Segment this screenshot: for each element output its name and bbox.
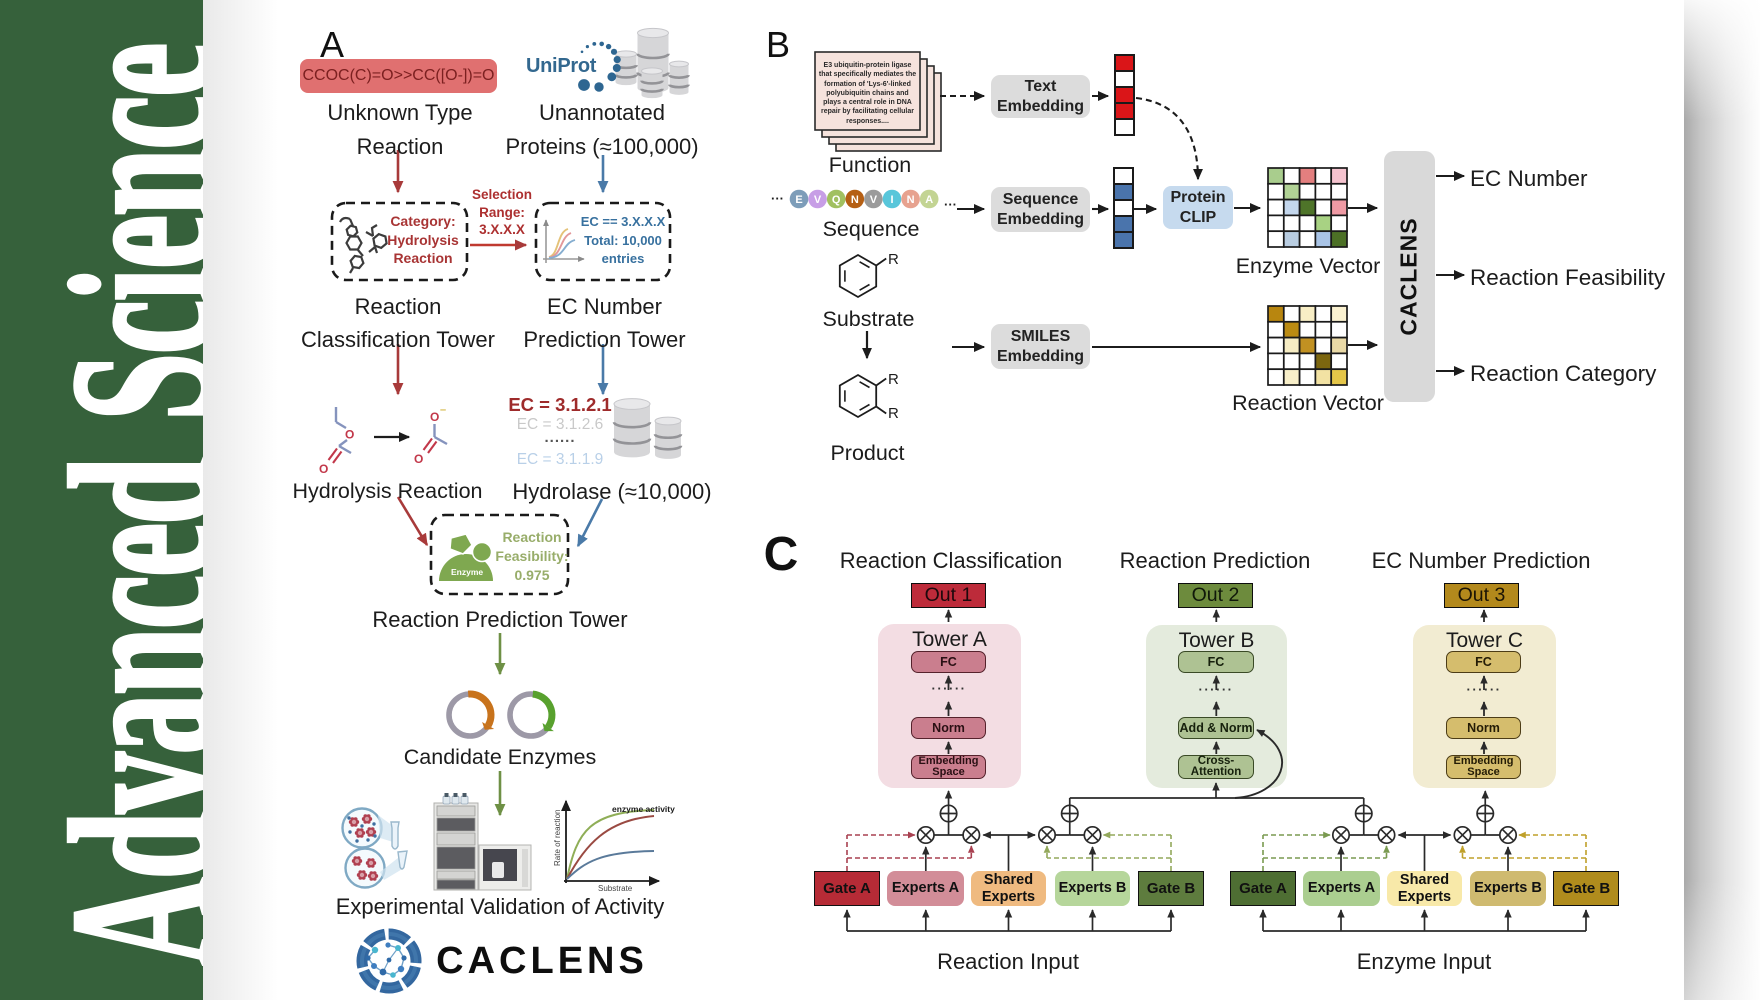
- svg-text:Substrate: Substrate: [598, 884, 633, 893]
- svg-text:Enzyme: Enzyme: [451, 567, 483, 577]
- svg-text:N: N: [907, 194, 915, 206]
- svg-text:···: ···: [944, 197, 957, 212]
- svg-text:O: O: [345, 428, 354, 442]
- svg-text:O: O: [319, 462, 328, 476]
- svg-text:···: ···: [771, 191, 784, 206]
- svg-text:Rate of reaction: Rate of reaction: [553, 810, 562, 866]
- svg-text:R: R: [888, 371, 899, 388]
- svg-text:–: –: [440, 404, 446, 416]
- svg-text:V: V: [814, 194, 822, 206]
- svg-text:N: N: [851, 194, 859, 206]
- svg-text:enzyme activity: enzyme activity: [612, 804, 675, 814]
- svg-text:Science: Science: [28, 44, 210, 421]
- svg-text:V: V: [870, 194, 878, 206]
- svg-text:O: O: [430, 410, 439, 424]
- svg-text:I: I: [890, 194, 893, 206]
- svg-text:A: A: [925, 194, 933, 206]
- svg-text:O: O: [414, 452, 423, 466]
- svg-text:E: E: [795, 194, 802, 206]
- svg-text:R: R: [888, 251, 899, 268]
- svg-text:R: R: [888, 405, 899, 422]
- svg-text:Advanced: Advanced: [28, 457, 210, 966]
- svg-text:UniProt: UniProt: [526, 55, 597, 77]
- svg-text:Q: Q: [832, 194, 841, 206]
